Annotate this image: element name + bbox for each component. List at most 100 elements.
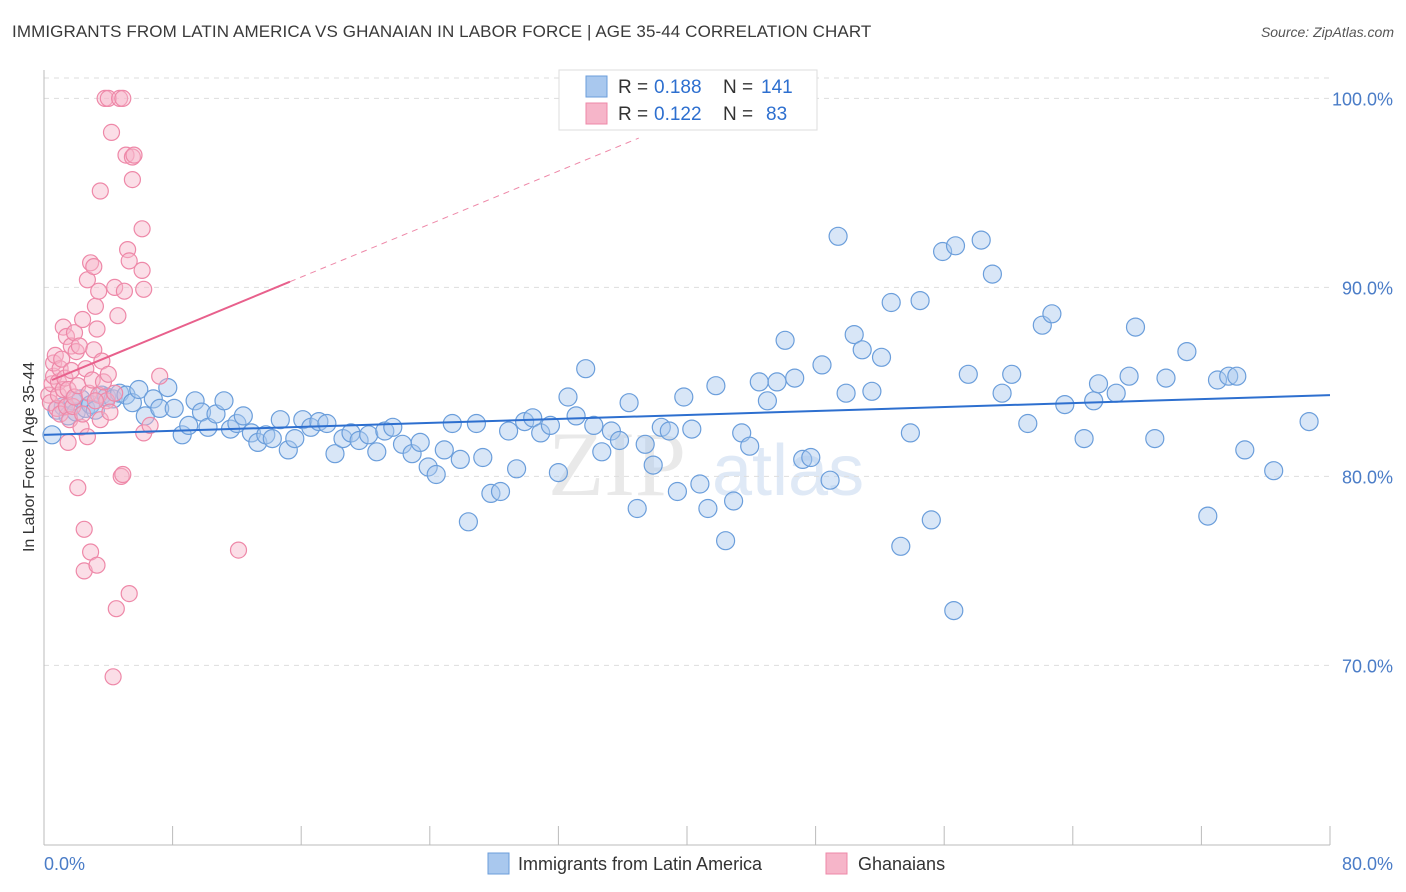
scatter-point: [150, 398, 170, 418]
scatter-point: [185, 391, 205, 411]
scatter-point: [278, 440, 298, 460]
scatter-point: [1088, 374, 1109, 394]
scatter-point: [141, 416, 159, 434]
scatter-point: [690, 474, 710, 494]
scatter-point: [490, 481, 511, 502]
scatter-point: [106, 278, 124, 296]
scatter-point: [90, 282, 108, 300]
scatter-point: [971, 230, 991, 250]
scatter-point: [481, 483, 501, 503]
scatter-point: [143, 389, 163, 409]
y-tick-labels: 70.0% 80.0% 90.0% 100.0%: [1332, 89, 1393, 676]
scatter-point: [757, 391, 778, 411]
scatter-point: [558, 387, 578, 407]
scatter-point: [442, 413, 462, 434]
scatter-point: [749, 372, 769, 392]
scatter-point: [852, 340, 872, 360]
scatter-point: [72, 418, 90, 436]
series-latin-america: [42, 226, 1319, 621]
scatter-point: [434, 440, 454, 460]
scatter-point: [101, 403, 119, 421]
scatter-point: [921, 510, 941, 530]
scatter-point: [86, 297, 105, 315]
scatter-point: [85, 258, 103, 276]
scatter-point: [120, 252, 138, 270]
scatter-point: [129, 379, 149, 400]
legend-n-value-2: 83: [766, 104, 787, 125]
scatter-point: [114, 89, 132, 108]
scatter-point: [133, 261, 151, 279]
scatter-point: [1042, 304, 1062, 324]
scatter-point: [881, 292, 901, 313]
scatter-point: [325, 444, 345, 464]
scatter-point: [1299, 412, 1319, 432]
scatter-point: [659, 421, 679, 441]
scatter-point: [1219, 366, 1239, 386]
scatter-point: [820, 470, 840, 490]
scatter-point: [317, 413, 337, 434]
scatter-point: [285, 429, 305, 449]
scatter-point: [910, 291, 930, 311]
watermark-zip: ZIP: [548, 413, 686, 515]
legend-r-value-2: 0.122: [654, 104, 702, 125]
y-tick-label: 90.0%: [1342, 278, 1393, 298]
scatter-point: [70, 337, 89, 355]
scatter-point: [698, 498, 718, 519]
scatter-point: [992, 383, 1012, 403]
scatter-point: [102, 123, 121, 141]
legend-swatch-blue: [585, 75, 608, 98]
watermark: ZIP atlas: [548, 413, 864, 515]
series-ghanaians: [40, 89, 248, 686]
scatter-point: [120, 584, 138, 603]
scatter-point: [900, 423, 921, 443]
scatter-point: [262, 429, 282, 449]
correlation-legend: R = 0.188 N = 141 R = 0.122 N = 83: [558, 69, 818, 131]
scatter-point: [65, 324, 84, 342]
scatter-point: [123, 171, 141, 189]
scatter-point: [793, 449, 813, 469]
scatter-point: [540, 415, 561, 435]
scatter-point: [54, 318, 72, 336]
scatter-point: [635, 434, 655, 454]
scatter-point: [116, 385, 136, 405]
scatter-point: [785, 368, 805, 388]
scatter-point: [109, 307, 127, 325]
scatter-point: [674, 387, 694, 407]
scatter-point: [958, 364, 978, 384]
scatter-point: [862, 381, 882, 401]
scatter-point: [418, 457, 438, 477]
scatter-point: [576, 359, 596, 379]
scatter-point: [1055, 395, 1075, 415]
y-tick-label: 70.0%: [1342, 656, 1393, 676]
scatter-point: [1074, 429, 1094, 449]
legend-n-value-1: 141: [761, 77, 793, 98]
bottom-legend-label-pink: Ghanaians: [858, 854, 945, 874]
scatter-point: [767, 372, 787, 392]
scatter-point: [233, 406, 253, 426]
scatter-point: [99, 365, 117, 383]
legend-r-value-1: 0.188: [654, 77, 702, 98]
y-tick-label: 100.0%: [1332, 89, 1393, 109]
x-ticks: [43, 826, 1331, 845]
scatter-point: [458, 512, 478, 532]
scatter-point: [114, 465, 132, 484]
scatter-point: [69, 479, 87, 497]
legend-r-label-1: R =: [618, 77, 648, 98]
scatter-point: [548, 463, 569, 483]
scatter-point: [214, 391, 234, 411]
scatter-point: [801, 447, 821, 468]
legend-r-label-2: R =: [618, 104, 648, 125]
scatter-point: [609, 430, 630, 451]
scatter-point: [125, 146, 143, 164]
scatter-point: [1264, 461, 1284, 481]
series-legend: Immigrants from Latin America Ghanaians: [487, 852, 945, 875]
scatter-point: [106, 384, 124, 402]
source-credit: Source: ZipAtlas.com: [1260, 24, 1394, 40]
scatter-point: [383, 417, 403, 437]
scatter-point: [499, 421, 519, 441]
scatter-point: [1198, 506, 1218, 526]
scatter-point: [473, 447, 493, 468]
scatter-point: [1235, 440, 1255, 460]
scatter-point: [88, 556, 106, 574]
